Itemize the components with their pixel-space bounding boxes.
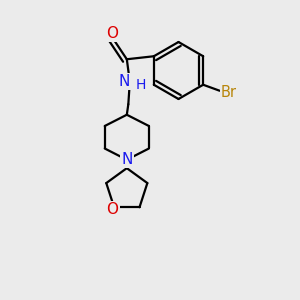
- Text: Br: Br: [221, 85, 237, 100]
- Text: H: H: [136, 78, 146, 92]
- Text: N: N: [119, 74, 130, 89]
- Text: O: O: [106, 26, 118, 41]
- Text: N: N: [121, 152, 133, 167]
- Text: O: O: [106, 202, 119, 217]
